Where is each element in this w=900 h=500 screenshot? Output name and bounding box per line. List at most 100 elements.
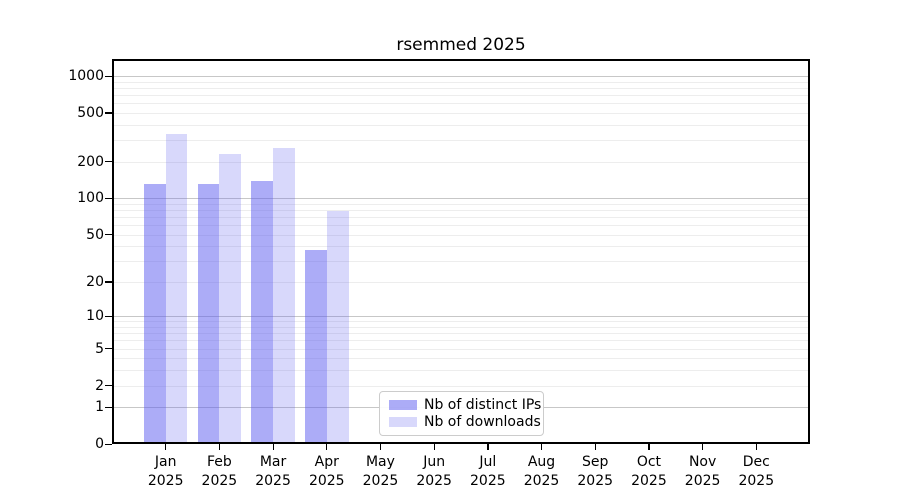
x-tick-mark (379, 444, 382, 450)
y-tick-mark (105, 315, 112, 317)
y-tick-mark (105, 348, 112, 350)
minor-gridline (112, 340, 810, 342)
bar-nb-of-downloads-mar (273, 147, 295, 444)
x-tick-year: 2025 (523, 473, 560, 489)
bar-nb-of-downloads-feb (219, 153, 242, 444)
legend: Nb of distinct IPs Nb of downloads (379, 391, 544, 436)
y-tick-mark (105, 234, 112, 236)
major-gridline (112, 316, 810, 318)
bar-nb-of-distinct-ips-jan (143, 183, 166, 444)
y-tick-mark (105, 443, 112, 445)
minor-gridline (112, 225, 810, 227)
y-tick-mark (105, 406, 112, 408)
bar-nb-of-downloads-apr (326, 211, 349, 444)
x-tick-mark (541, 444, 543, 450)
minor-gridline (112, 140, 810, 142)
x-tick-label: Nov 2025 (658, 453, 748, 491)
x-tick-year: 2025 (738, 473, 775, 489)
x-tick-label: Sep 2025 (550, 453, 640, 491)
minor-gridline (112, 95, 810, 97)
y-tick-mark (105, 161, 112, 163)
minor-gridline (112, 281, 810, 283)
x-tick-mark (272, 444, 274, 450)
minor-gridline (112, 385, 810, 387)
y-tick-label: 500 (77, 104, 104, 121)
minor-gridline (112, 81, 810, 83)
x-tick-year: 2025 (147, 473, 184, 489)
minor-gridline (112, 246, 810, 248)
x-tick-mark (165, 444, 167, 450)
legend-item: Nb of downloads (389, 414, 541, 431)
y-tick-label: 5 (95, 340, 104, 357)
x-tick-year: 2025 (470, 473, 506, 489)
x-tick-year: 2025 (308, 473, 345, 489)
x-tick-label: Dec 2025 (711, 453, 801, 491)
x-tick-label: Feb 2025 (174, 453, 264, 491)
bar-nb-of-downloads-jan (165, 133, 188, 444)
minor-gridline (112, 103, 810, 105)
bar-nb-of-distinct-ips-mar (251, 180, 274, 444)
minor-gridline (112, 348, 810, 350)
x-tick-month: Jul (479, 454, 497, 470)
x-tick-month: Nov (688, 454, 717, 470)
x-tick-label: Jul 2025 (443, 453, 533, 491)
x-tick-month: Apr (314, 454, 339, 470)
x-tick-year: 2025 (416, 473, 452, 489)
minor-gridline (112, 234, 810, 236)
x-tick-year: 2025 (631, 473, 667, 489)
minor-gridline (112, 210, 810, 211)
x-tick-mark (487, 444, 489, 450)
x-tick-year: 2025 (255, 473, 291, 489)
y-tick-label: 100 (77, 190, 104, 207)
x-tick-month: Aug (527, 454, 556, 470)
x-tick-mark (433, 444, 435, 450)
legend-swatch (389, 399, 417, 410)
minor-gridline (112, 112, 810, 114)
minor-gridline (112, 327, 810, 328)
y-tick-label: 2 (95, 377, 104, 394)
x-tick-label: Mar 2025 (228, 453, 318, 491)
x-tick-month: Oct (636, 454, 662, 470)
x-tick-mark (218, 444, 221, 450)
y-tick-label: 1000 (68, 68, 104, 85)
y-tick-mark (105, 75, 112, 77)
y-tick-mark (105, 112, 112, 114)
legend-item: Nb of distinct IPs (389, 396, 541, 413)
minor-gridline (112, 203, 810, 205)
x-tick-mark (594, 444, 596, 450)
minor-gridline (112, 88, 810, 89)
x-tick-month: Feb (206, 454, 232, 470)
x-tick-label: May 2025 (335, 453, 425, 491)
bar-nb-of-distinct-ips-apr (304, 250, 327, 444)
x-tick-year: 2025 (577, 473, 614, 489)
x-tick-year: 2025 (362, 473, 399, 489)
x-tick-label: Jun 2025 (389, 453, 479, 491)
y-tick-label: 10 (86, 308, 104, 325)
x-tick-label: Jan 2025 (121, 453, 211, 491)
x-tick-mark (755, 444, 757, 450)
plot-area (112, 59, 810, 444)
minor-gridline (112, 161, 810, 163)
minor-gridline (112, 261, 810, 263)
x-tick-month: May (365, 454, 395, 470)
major-gridline (112, 198, 810, 200)
major-gridline (112, 76, 810, 78)
x-tick-mark (702, 444, 704, 450)
bar-nb-of-distinct-ips-feb (197, 184, 220, 444)
y-tick-mark (105, 281, 112, 283)
legend-swatch (389, 417, 417, 428)
x-tick-month: Jun (423, 454, 446, 470)
y-tick-mark (105, 197, 112, 199)
x-tick-label: Oct 2025 (604, 453, 694, 491)
x-tick-label: Apr 2025 (282, 453, 372, 491)
y-tick-mark (105, 385, 112, 387)
minor-gridline (112, 321, 810, 323)
x-tick-year: 2025 (684, 473, 721, 489)
y-tick-label: 0 (95, 436, 104, 452)
legend-label: Nb of downloads (424, 414, 541, 431)
chart-title: rsemmed 2025 (396, 35, 526, 55)
minor-gridline (112, 333, 810, 335)
x-tick-month: Jan (154, 454, 177, 470)
y-tick-label: 1 (95, 399, 104, 416)
